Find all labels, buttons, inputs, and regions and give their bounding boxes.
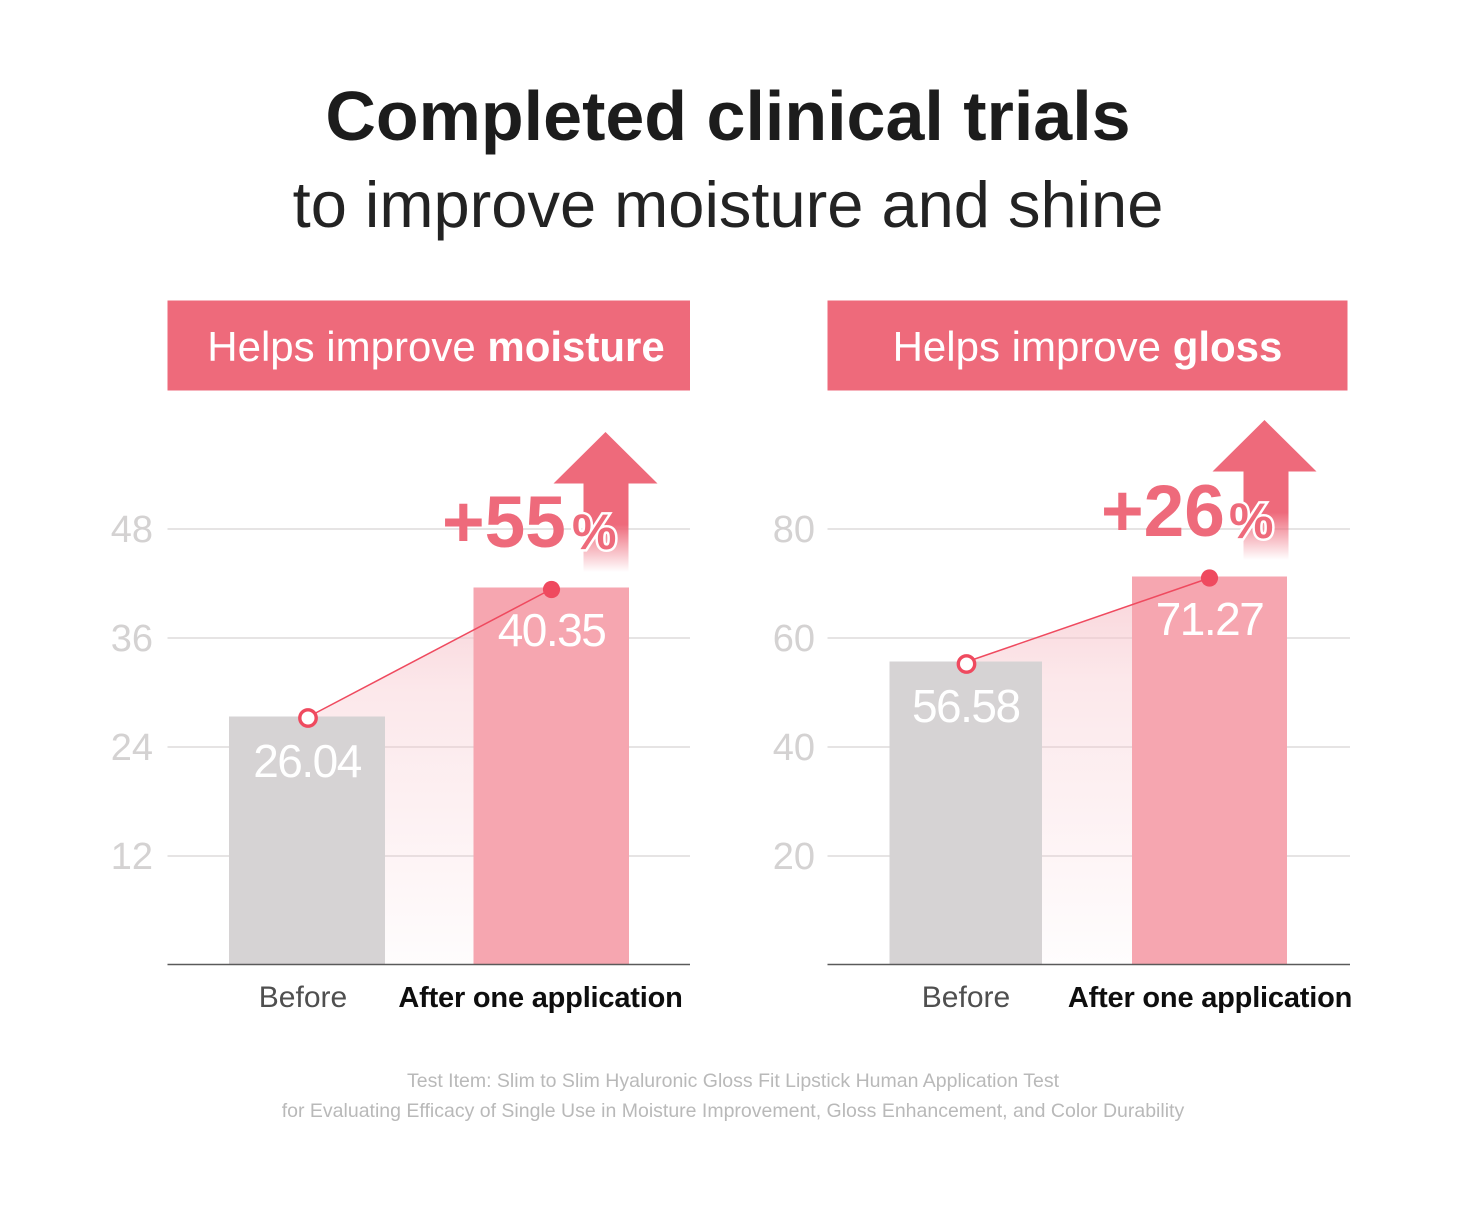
svg-text:40.35: 40.35 — [498, 604, 606, 656]
svg-text:for Evaluating Efficacy of Sin: for Evaluating Efficacy of Single Use in… — [282, 1100, 1185, 1122]
svg-text:36: 36 — [111, 618, 153, 660]
svg-text:48: 48 — [111, 509, 153, 551]
svg-text:Completed clinical trials: Completed clinical trials — [325, 77, 1130, 155]
svg-text:71.27: 71.27 — [1156, 593, 1264, 645]
svg-text:to improve moisture and shine: to improve moisture and shine — [293, 168, 1164, 241]
svg-text:Before: Before — [259, 981, 347, 1014]
svg-text:24: 24 — [111, 727, 153, 769]
svg-text:+55: +55 — [442, 482, 566, 563]
svg-text:After one application: After one application — [398, 982, 682, 1014]
svg-text:20: 20 — [773, 836, 815, 878]
svg-text:Before: Before — [922, 981, 1010, 1014]
svg-text:Helps improve gloss: Helps improve gloss — [893, 323, 1283, 370]
svg-text:+26: +26 — [1101, 471, 1225, 552]
svg-text:%: % — [572, 504, 616, 560]
svg-text:40: 40 — [773, 727, 815, 769]
svg-text:60: 60 — [773, 618, 815, 660]
svg-text:Helps improve moisture: Helps improve moisture — [207, 323, 664, 370]
svg-text:26.04: 26.04 — [253, 735, 362, 787]
svg-text:After one application: After one application — [1068, 982, 1352, 1014]
svg-text:Test Item: Slim to Slim Hyalur: Test Item: Slim to Slim Hyaluronic Gloss… — [407, 1070, 1060, 1092]
svg-text:%: % — [1229, 493, 1273, 549]
svg-text:12: 12 — [111, 836, 153, 878]
svg-text:56.58: 56.58 — [912, 680, 1020, 732]
svg-text:80: 80 — [773, 509, 815, 551]
